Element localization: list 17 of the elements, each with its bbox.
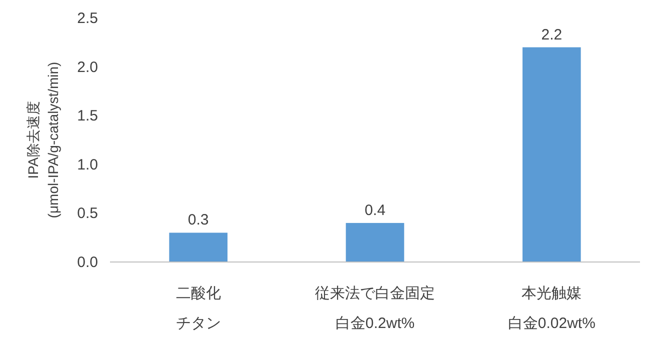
y-tick-label: 0.0	[77, 254, 98, 271]
bar	[169, 232, 228, 262]
plot: 0.0 0.5 1.0 1.5 2.0 2.5 0.3 0.4 2.2	[77, 10, 640, 271]
y-tick-label: 1.5	[77, 108, 98, 125]
data-label: 2.2	[541, 26, 562, 44]
x-tick-label: 二酸化チタン	[176, 285, 221, 332]
x-tick-label: 本光触媒白金0.02wt%	[508, 285, 596, 332]
y-tick-label: 0.5	[77, 205, 98, 222]
y-axis-title: IPA除去速度 (μmol-IPA/g-catalyst/min)	[25, 62, 61, 218]
y-tick-label: 2.0	[77, 58, 98, 76]
x-tick-label: 従来法で白金固定白金0.2wt%	[315, 285, 435, 332]
data-label: 0.4	[364, 202, 386, 219]
y-tick-label: 2.5	[77, 10, 98, 27]
bar	[522, 47, 581, 262]
data-label: 0.3	[188, 212, 209, 229]
bar	[346, 222, 404, 262]
y-tick-label: 1.0	[77, 156, 98, 174]
